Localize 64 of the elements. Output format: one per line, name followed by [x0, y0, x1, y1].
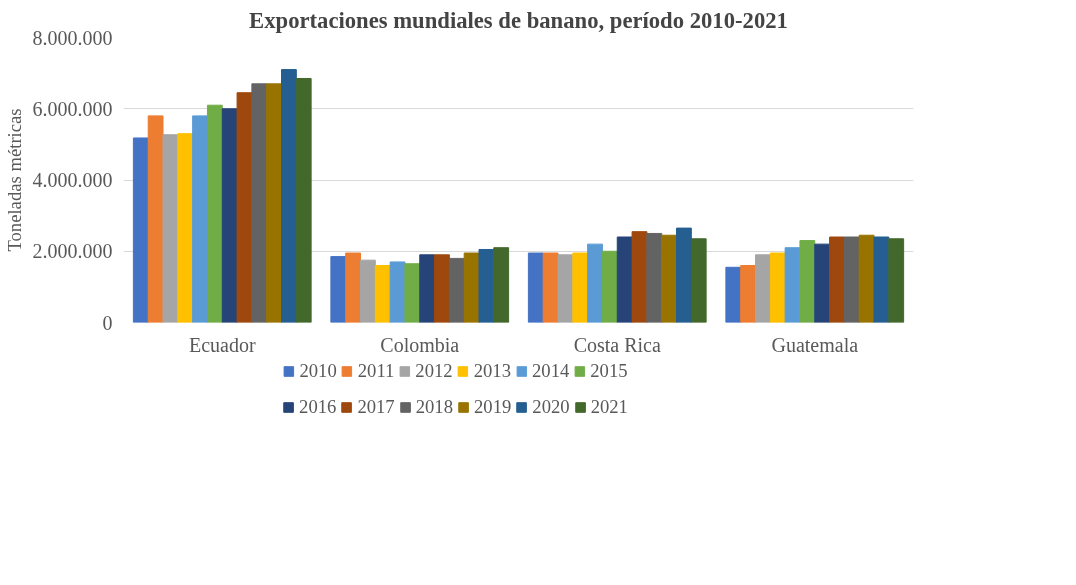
bar	[843, 236, 860, 323]
chart-title: Exportaciones mundiales de banano, período 2010-2021	[249, 7, 788, 33]
bar	[419, 254, 436, 323]
bar	[799, 240, 816, 323]
bar	[345, 252, 361, 323]
bar	[478, 248, 495, 323]
bar	[725, 266, 742, 323]
legend-label: 2015	[590, 360, 628, 382]
bar	[814, 243, 831, 323]
legend-label: 2012	[415, 360, 453, 382]
bar	[829, 236, 845, 323]
bar	[360, 259, 376, 323]
bar	[266, 83, 282, 323]
legend-label: 2017	[357, 396, 395, 418]
legend-label: 2011	[357, 360, 395, 382]
legend-label: 2019	[474, 396, 512, 418]
bar	[631, 231, 648, 323]
legend-label: 2010	[299, 360, 337, 382]
bar	[676, 227, 692, 323]
y-tick-label: 2.000.000	[32, 240, 113, 263]
bar	[177, 133, 194, 323]
bar	[784, 247, 801, 323]
y-tick-label: 8.000.000	[32, 26, 113, 49]
bar	[587, 243, 603, 323]
bar	[646, 232, 663, 323]
bar	[147, 115, 164, 323]
x-tick-label: Colombia	[380, 333, 460, 356]
bar	[404, 263, 421, 323]
bar	[251, 83, 268, 323]
bar	[661, 234, 677, 323]
bar	[527, 252, 544, 323]
legend-label: 2020	[532, 396, 570, 418]
bar	[281, 69, 297, 323]
x-tick-label: Costa Rica	[573, 333, 661, 356]
bar	[192, 115, 208, 323]
x-tick-label: Guatemala	[771, 333, 859, 356]
legend-label: 2013	[473, 360, 511, 382]
bar	[873, 236, 890, 323]
bar	[493, 247, 510, 323]
bar	[206, 104, 223, 323]
bar	[132, 137, 149, 323]
bar	[690, 238, 707, 323]
y-tick-label: 0	[102, 311, 113, 334]
bar	[295, 77, 312, 323]
bar	[448, 257, 465, 323]
bar	[740, 265, 756, 323]
y-tick-label: 6.000.000	[32, 97, 113, 120]
legend-label: 2021	[590, 396, 628, 418]
x-tick-label: Ecuador	[188, 333, 256, 356]
legend-label: 2016	[299, 396, 337, 418]
bar	[572, 252, 589, 323]
bar	[601, 250, 618, 323]
bar	[389, 261, 406, 323]
bar	[236, 92, 253, 323]
bar	[434, 254, 450, 323]
bar	[755, 254, 771, 323]
y-tick-label: 4.000.000	[32, 169, 113, 191]
bar	[888, 238, 905, 323]
bar	[330, 256, 347, 323]
bar	[162, 134, 179, 323]
bar	[557, 254, 574, 323]
legend-label: 2018	[415, 396, 453, 418]
legend-label: 2014	[531, 360, 570, 382]
y-axis-title: Toneladas métricas	[3, 108, 25, 252]
